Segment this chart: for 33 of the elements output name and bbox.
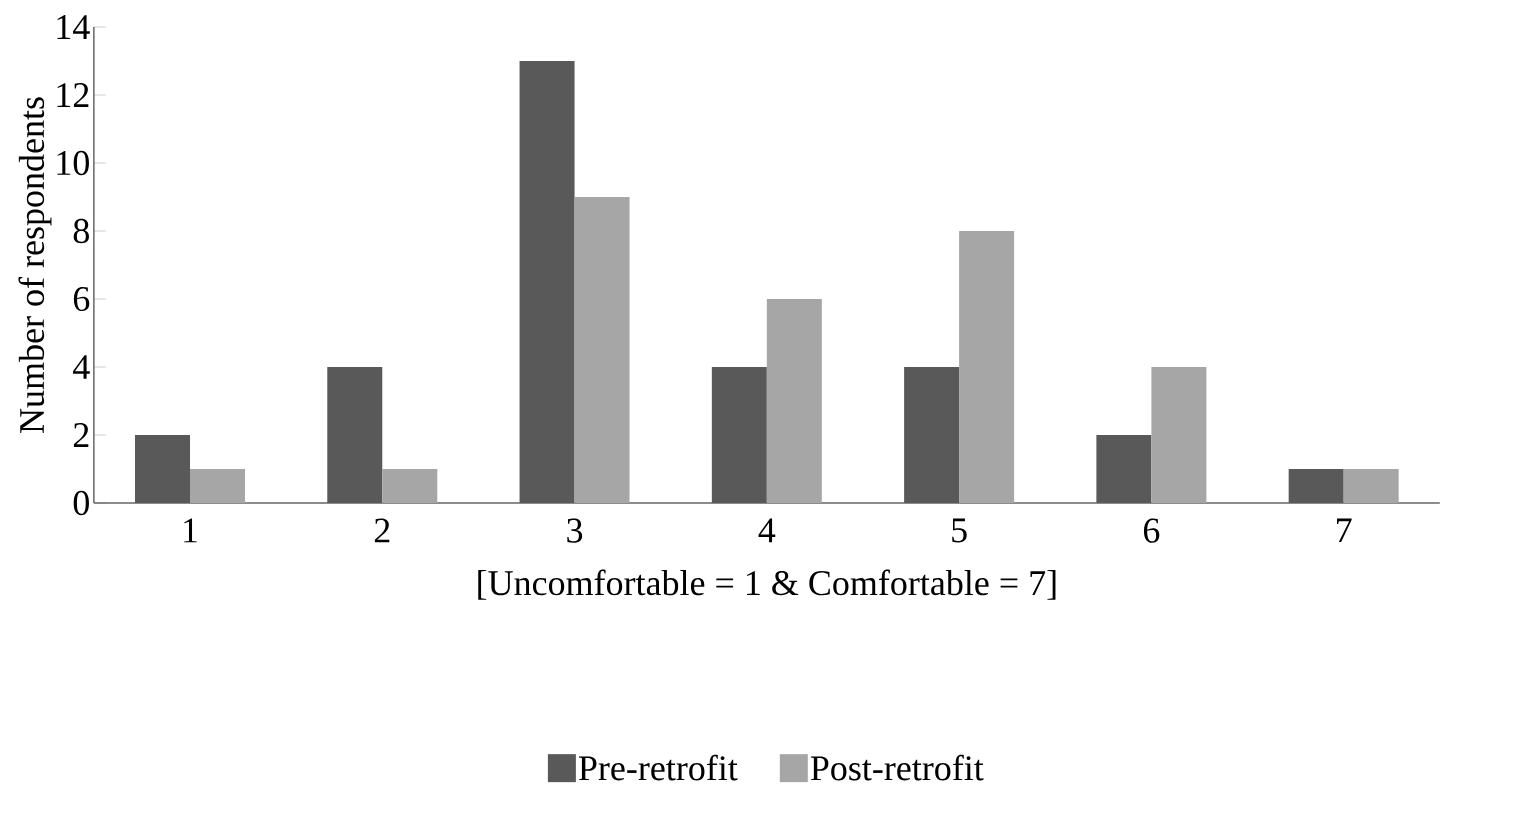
bar <box>1343 469 1399 503</box>
y-tick-label: 12 <box>57 83 89 107</box>
bar <box>1151 367 1207 503</box>
y-tick-label: 0 <box>73 490 89 516</box>
x-tick-label: 6 <box>1143 518 1160 543</box>
bar <box>904 367 960 503</box>
y-tick-label: 10 <box>57 150 89 176</box>
x-tick-label: 1 <box>184 518 197 543</box>
x-tick-label: 3 <box>567 518 583 543</box>
bar <box>382 469 438 503</box>
y-tick-label: 2 <box>73 423 89 447</box>
bar <box>1288 469 1344 503</box>
legend-label: Post-retrofit <box>810 754 984 781</box>
y-tick-label: 6 <box>73 286 90 312</box>
bar <box>519 61 575 503</box>
bar <box>190 469 245 503</box>
bar <box>766 299 822 503</box>
x-tick-label: 5 <box>952 518 967 543</box>
bar <box>1096 435 1152 503</box>
y-axis-title: Number of respondents <box>18 97 52 433</box>
bar <box>574 197 630 503</box>
legend-label: Pre-retrofit <box>578 754 738 781</box>
x-axis-title: [Uncomfortable = 1 & Comfortable = 7] <box>478 569 1056 600</box>
y-tick-label: 4 <box>73 355 90 379</box>
x-tick-label: 2 <box>374 518 390 543</box>
bar <box>959 231 1015 503</box>
x-tick-label: 7 <box>1337 518 1352 543</box>
bar <box>711 367 767 503</box>
bar <box>135 435 190 503</box>
x-tick-label: 4 <box>758 518 776 543</box>
y-tick-label: 8 <box>73 218 89 244</box>
y-tick-label: 14 <box>57 15 90 39</box>
bar <box>327 367 383 503</box>
